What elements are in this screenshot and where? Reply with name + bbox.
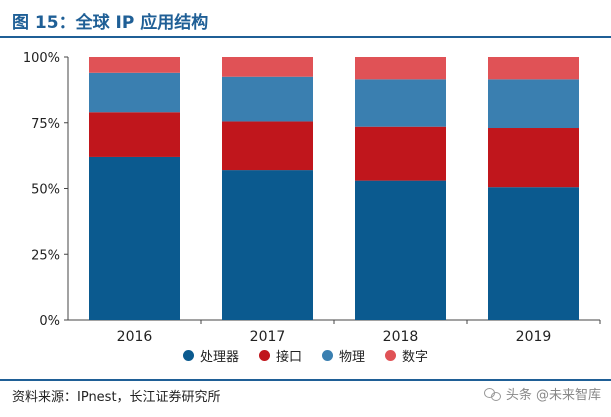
y-tick-label: 75% xyxy=(31,117,60,132)
bar-segment xyxy=(488,57,579,80)
legend-item-physical: 物理 xyxy=(322,346,365,365)
source-divider xyxy=(0,379,611,381)
legend-swatch-interface xyxy=(258,350,270,361)
bar-segment xyxy=(355,57,446,80)
legend-swatch-physical xyxy=(322,350,333,361)
bar-segment xyxy=(89,57,180,73)
y-tick-label: 0% xyxy=(39,314,60,329)
bar-segment xyxy=(222,121,313,171)
bar-segment xyxy=(89,156,180,320)
legend-swatch-processor xyxy=(182,350,194,361)
legend-label-processor: 处理器 xyxy=(199,350,239,365)
bar-segment xyxy=(488,128,579,188)
x-tick-label: 2018 xyxy=(383,329,419,345)
legend-swatch-digital xyxy=(385,350,397,361)
x-tick-label: 2017 xyxy=(250,329,286,345)
bar-segment xyxy=(355,79,446,127)
y-tick-label: 50% xyxy=(31,183,60,198)
y-tick-label: 100% xyxy=(23,51,60,66)
legend-label-physical: 物理 xyxy=(339,350,366,365)
bar-segment xyxy=(488,79,579,129)
bar-segment xyxy=(222,76,313,122)
legend-item-interface: 接口 xyxy=(258,346,302,365)
watermark-text: 头条 @未来智库 xyxy=(505,388,601,403)
chart-title: 图 15：全球 IP 应用结构 xyxy=(12,13,209,33)
legend-label-interface: 接口 xyxy=(275,350,302,365)
x-tick-label: 2019 xyxy=(516,329,552,345)
y-tick-label: 25% xyxy=(31,248,60,263)
stacked-bar-chart: 0% 25% 50% 75% 100% 2016 2017 2018 2019 xyxy=(23,51,601,345)
bar-segment xyxy=(222,57,313,77)
bar-segment xyxy=(89,72,180,113)
legend-label-digital: 数字 xyxy=(402,350,429,365)
source-note: 资料来源：IPnest，长江证券研究所 xyxy=(12,390,221,405)
bar-segment xyxy=(89,112,180,157)
watermark: 头条 @未来智库 xyxy=(483,384,601,403)
bar-segment xyxy=(355,180,446,320)
bar-segment xyxy=(222,170,313,320)
legend-item-digital: 数字 xyxy=(385,346,428,365)
legend: 处理器 接口 物理 数字 xyxy=(0,346,611,365)
bar-segment xyxy=(488,187,579,320)
x-tick-label: 2016 xyxy=(117,329,153,345)
title-divider xyxy=(0,36,611,38)
legend-item-processor: 处理器 xyxy=(182,346,239,365)
wechat-icon xyxy=(483,387,502,401)
bar-segment xyxy=(355,126,446,181)
